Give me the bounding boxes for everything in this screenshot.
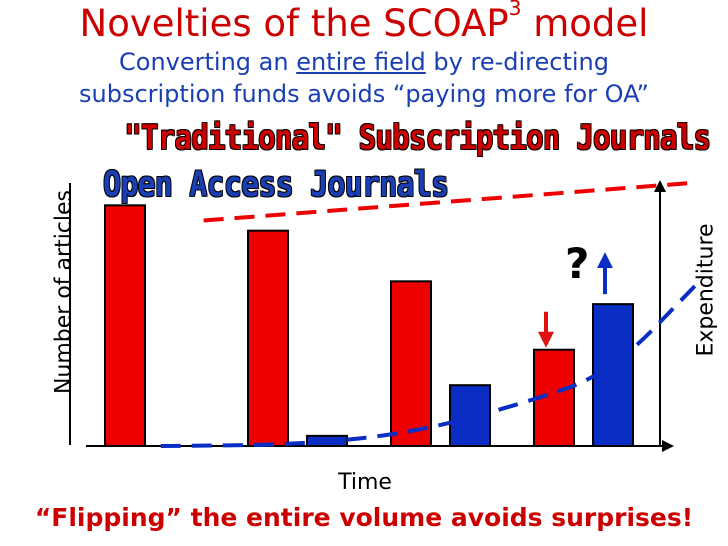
question-mark-annotation: ? bbox=[565, 239, 590, 288]
footer-text: “Flipping” the entire volume avoids surp… bbox=[34, 503, 694, 532]
y-axis-label: Number of articles bbox=[51, 189, 77, 395]
page-title: Novelties of the SCOAP3 model bbox=[0, 0, 728, 45]
right-axis-label: Expenditure bbox=[693, 223, 719, 357]
title-end: model bbox=[521, 2, 649, 45]
bars bbox=[104, 204, 634, 448]
bar-traditional-2 bbox=[247, 229, 289, 447]
axes bbox=[69, 180, 674, 452]
traditional-trend-line bbox=[203, 180, 698, 223]
x-axis-label: Time bbox=[338, 470, 392, 495]
subtitle-underlined: entire field bbox=[296, 48, 426, 76]
subtitle-line-1: Converting an entire field by re-directi… bbox=[0, 48, 728, 76]
bar-traditional-1 bbox=[104, 204, 146, 447]
subtitle-post: by re-directing bbox=[425, 48, 609, 76]
open-access-journals-headline: Open Access Journals bbox=[103, 165, 449, 205]
title-main: Novelties of the SCOAP bbox=[79, 2, 509, 45]
title-superscript: 3 bbox=[508, 0, 522, 20]
arrows bbox=[538, 252, 613, 348]
bar-traditional-3 bbox=[390, 280, 432, 448]
subtitle-pre: Converting an bbox=[119, 48, 297, 76]
traditional-journals-headline: "Traditional" Subscription Journals bbox=[124, 118, 711, 158]
subtitle-line-2: subscription funds avoids “paying more f… bbox=[79, 80, 649, 108]
bar-open-access-4 bbox=[592, 303, 634, 447]
trend-lines bbox=[160, 180, 699, 448]
open-access-trend-line bbox=[160, 282, 699, 448]
